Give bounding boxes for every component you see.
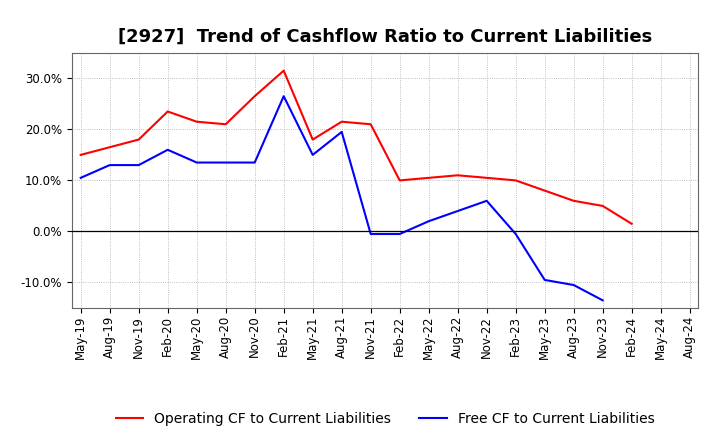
Title: [2927]  Trend of Cashflow Ratio to Current Liabilities: [2927] Trend of Cashflow Ratio to Curren… xyxy=(118,28,652,46)
Free CF to Current Liabilities xyxy=(424,219,433,224)
Free CF to Current Liabilities xyxy=(570,282,578,288)
Free CF to Current Liabilities xyxy=(395,231,404,237)
Free CF to Current Liabilities xyxy=(279,94,288,99)
Free CF to Current Liabilities xyxy=(163,147,172,152)
Operating CF to Current Liabilities xyxy=(308,137,317,142)
Operating CF to Current Liabilities xyxy=(251,94,259,99)
Line: Free CF to Current Liabilities: Free CF to Current Liabilities xyxy=(81,96,603,301)
Free CF to Current Liabilities xyxy=(511,231,520,237)
Operating CF to Current Liabilities xyxy=(541,188,549,193)
Operating CF to Current Liabilities xyxy=(395,178,404,183)
Operating CF to Current Liabilities xyxy=(338,119,346,125)
Free CF to Current Liabilities xyxy=(192,160,201,165)
Operating CF to Current Liabilities xyxy=(424,175,433,180)
Operating CF to Current Liabilities xyxy=(279,68,288,73)
Operating CF to Current Liabilities xyxy=(163,109,172,114)
Free CF to Current Liabilities xyxy=(454,209,462,214)
Operating CF to Current Liabilities xyxy=(511,178,520,183)
Free CF to Current Liabilities xyxy=(598,298,607,303)
Operating CF to Current Liabilities xyxy=(598,203,607,209)
Operating CF to Current Liabilities xyxy=(366,121,375,127)
Free CF to Current Liabilities xyxy=(76,175,85,180)
Operating CF to Current Liabilities xyxy=(627,221,636,227)
Free CF to Current Liabilities xyxy=(221,160,230,165)
Legend: Operating CF to Current Liabilities, Free CF to Current Liabilities: Operating CF to Current Liabilities, Fre… xyxy=(116,412,654,426)
Free CF to Current Liabilities xyxy=(338,129,346,135)
Free CF to Current Liabilities xyxy=(482,198,491,203)
Free CF to Current Liabilities xyxy=(366,231,375,237)
Free CF to Current Liabilities xyxy=(105,162,114,168)
Free CF to Current Liabilities xyxy=(308,152,317,158)
Operating CF to Current Liabilities xyxy=(482,175,491,180)
Free CF to Current Liabilities xyxy=(541,277,549,282)
Line: Operating CF to Current Liabilities: Operating CF to Current Liabilities xyxy=(81,71,631,224)
Free CF to Current Liabilities xyxy=(135,162,143,168)
Operating CF to Current Liabilities xyxy=(454,172,462,178)
Operating CF to Current Liabilities xyxy=(76,152,85,158)
Operating CF to Current Liabilities xyxy=(221,121,230,127)
Free CF to Current Liabilities xyxy=(251,160,259,165)
Operating CF to Current Liabilities xyxy=(570,198,578,203)
Operating CF to Current Liabilities xyxy=(192,119,201,125)
Operating CF to Current Liabilities xyxy=(105,145,114,150)
Operating CF to Current Liabilities xyxy=(135,137,143,142)
